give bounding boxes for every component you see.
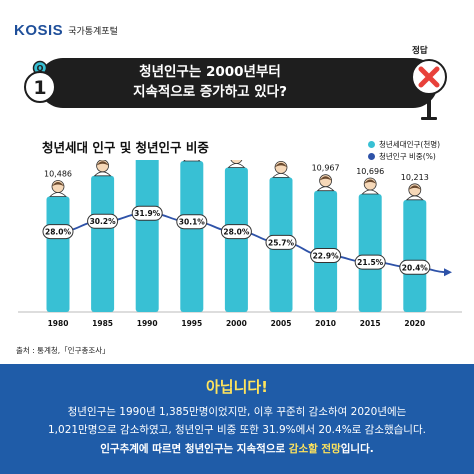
bar-2015 [358, 193, 382, 312]
answer-panel [0, 364, 474, 474]
bar-value-label: 10,967 [312, 164, 340, 173]
person-hair-icon [364, 179, 377, 184]
question-line-2: 지속적으로 증가하고 있다? [133, 84, 287, 100]
legend-label-population: 청년세대인구(천명) [379, 139, 441, 149]
chart-title: 청년세대 인구 및 청년인구 비중 [42, 140, 209, 155]
bar-1980 [46, 196, 70, 312]
answer-line-2: 1,021만명으로 감소하였고, 청년인구 비중 또한 31.9%에서 20.4… [48, 424, 426, 436]
person-hair-icon [51, 182, 65, 187]
logo-text: KOSIS [14, 22, 64, 39]
x-tick-label: 2000 [226, 319, 247, 328]
x-tick-label: 1995 [181, 319, 202, 328]
youth-population-chart: 10,486198012,199198513,849199013,4201995… [18, 160, 462, 328]
answer-line-3-highlight: 감소할 전망 [288, 443, 341, 455]
logo-subtitle: 국가통계포털 [68, 27, 118, 37]
ratio-value-label: 30.1% [179, 218, 206, 227]
x-tick-label: 2010 [315, 319, 336, 328]
bar-2020 [403, 199, 427, 312]
line-arrow-icon [444, 268, 452, 277]
x-tick-label: 1990 [137, 319, 158, 328]
question-text: 청년인구는 2000년부터 지속적으로 증가하고 있다? [60, 62, 360, 102]
legend-label-ratio: 청년인구 비중(%) [379, 151, 436, 161]
legend-item-ratio: 청년인구 비중(%) [368, 150, 440, 162]
answer-line-3-prefix: 인구추계에 따르면 청년인구는 지속적으로 [100, 443, 289, 455]
answer-line-3: 인구추계에 따르면 청년인구는 지속적으로 감소할 전망입니다. [0, 441, 474, 456]
ratio-point [399, 259, 431, 275]
bar-1995 [180, 161, 204, 312]
ratio-point [310, 248, 342, 264]
answer-label: 정답 [412, 46, 428, 56]
person-head-icon [230, 160, 243, 164]
chart-legend: 청년세대인구(천명) 청년인구 비중(%) [368, 138, 440, 162]
legend-swatch-population [368, 140, 375, 148]
question-badge-icon: Q 1 [24, 60, 56, 103]
person-body-icon [361, 189, 380, 195]
person-body-icon [272, 172, 290, 178]
ratio-value-label: 30.2% [90, 217, 117, 226]
ratio-value-label: 21.5% [357, 258, 384, 267]
ratio-line [57, 212, 449, 274]
wrong-answer-x-icon [411, 59, 447, 120]
person-body-icon [182, 160, 201, 162]
bar-1985 [91, 175, 115, 312]
ratio-value-label: 31.9% [134, 209, 161, 218]
person-hair-icon [319, 176, 332, 181]
question-line-1: 청년인구는 2000년부터 [139, 64, 281, 80]
bar-value-label: 10,486 [44, 170, 72, 179]
person-hair-icon [408, 185, 421, 190]
bar-value-label: 10,213 [401, 173, 429, 182]
question-number: 1 [33, 77, 46, 99]
bar-value-label: 10,696 [356, 167, 384, 176]
x-tick-label: 2020 [404, 319, 425, 328]
ratio-value-label: 28.0% [223, 228, 250, 237]
ratio-value-label: 25.7% [268, 238, 295, 247]
ratio-value-label: 28.0% [45, 228, 72, 237]
x-tick-label: 2015 [360, 319, 381, 328]
person-body-icon [227, 163, 246, 168]
ratio-point [176, 214, 208, 230]
person-body-icon [405, 195, 424, 201]
answer-line-3-suffix: 입니다. [340, 443, 374, 455]
question-bubble [38, 58, 438, 108]
x-tick-label: 2005 [271, 319, 292, 328]
ratio-point [220, 224, 252, 240]
kosis-logo: KOSIS 국가통계포털 [14, 22, 118, 39]
ratio-point [354, 254, 386, 270]
ratio-point [42, 224, 74, 240]
person-hair-icon [274, 162, 288, 168]
source-note: 출처 : 통계청,「인구총조사」 [16, 346, 110, 355]
ratio-value-label: 20.4% [402, 263, 429, 272]
ratio-point [131, 205, 163, 221]
person-body-icon [49, 192, 67, 197]
x-tick-label: 1980 [48, 319, 69, 328]
legend-item-population: 청년세대인구(천명) [368, 138, 440, 150]
legend-swatch-ratio [368, 152, 375, 160]
x-tick-label: 1985 [92, 319, 113, 328]
person-hair-icon [96, 161, 109, 166]
bar-2000 [224, 167, 248, 312]
person-body-icon [93, 171, 112, 177]
svg-text:Q: Q [37, 64, 44, 73]
answer-title: 아닙니다! [205, 378, 269, 396]
ratio-point [265, 234, 297, 250]
ratio-value-label: 22.9% [313, 252, 340, 261]
answer-line-1: 청년인구는 1990년 1,385만명이었지만, 이후 꾸준히 감소하여 202… [67, 406, 407, 418]
bar-1990 [135, 160, 159, 312]
person-body-icon [316, 186, 335, 192]
ratio-point [87, 213, 119, 229]
